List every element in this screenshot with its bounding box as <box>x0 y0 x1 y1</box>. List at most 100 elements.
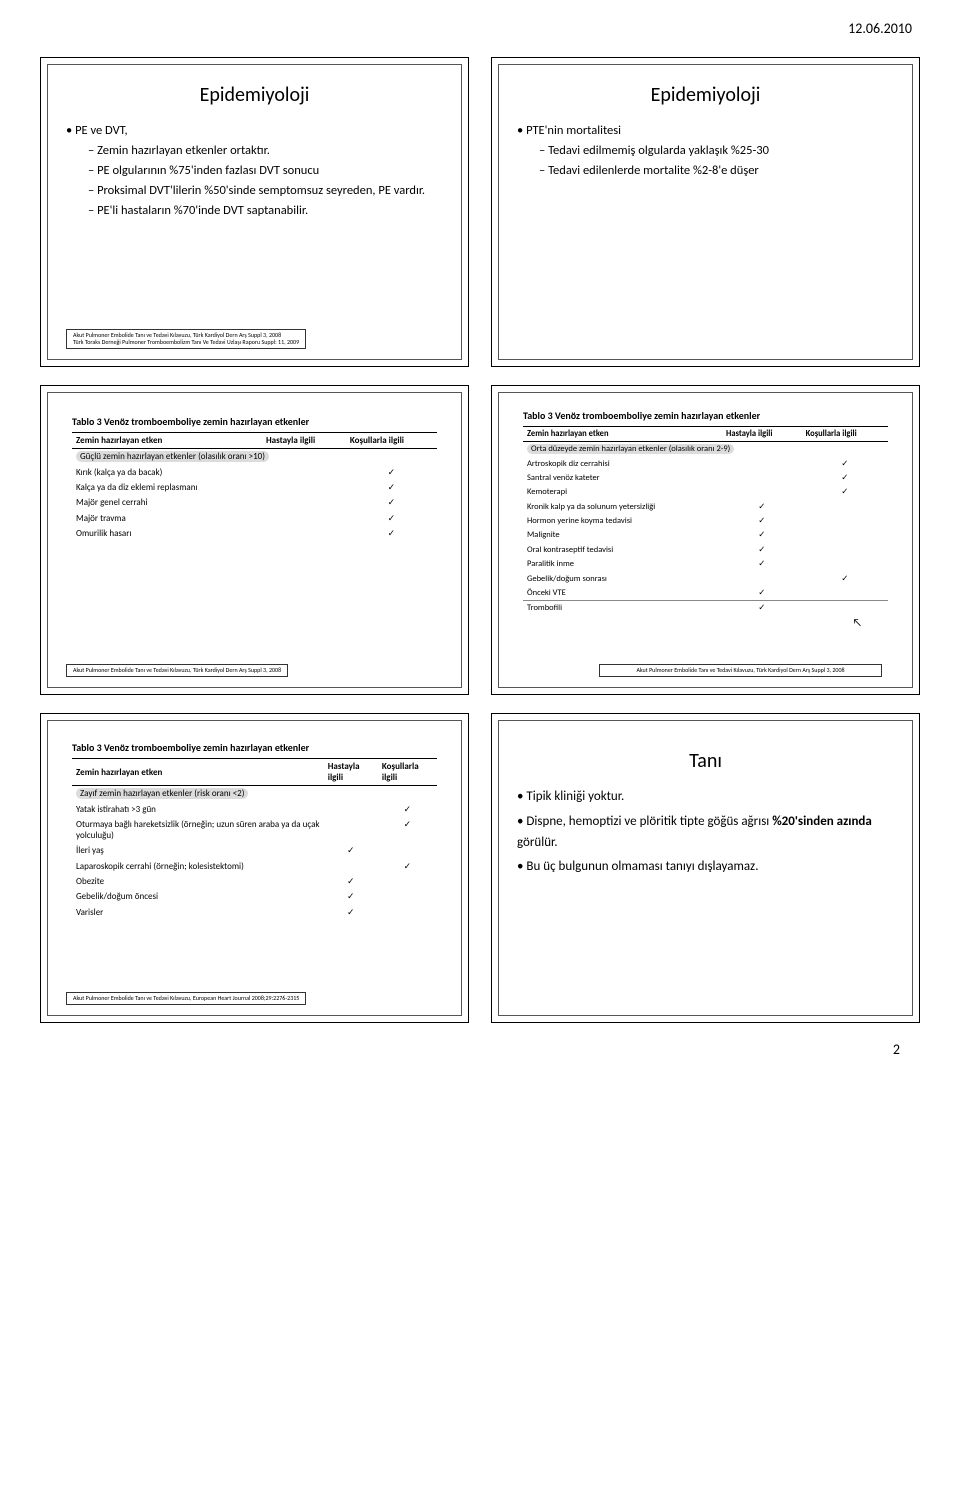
check-icon: ✓ <box>722 543 802 557</box>
col-header: Zemin hazırlayan etken <box>72 759 324 786</box>
sub-bullet: Zemin hazırlayan etkenler ortaktır. <box>66 141 449 161</box>
check-icon: ✓ <box>324 874 378 889</box>
check-icon: ✓ <box>324 905 378 920</box>
check-icon: ✓ <box>346 511 437 526</box>
group-row: Güçlü zemin hazırlayan etkenler (olasılı… <box>76 451 269 462</box>
bullet-list: PE ve DVT, Zemin hazırlayan etkenler ort… <box>60 121 449 221</box>
col-header: Hastayla ilgili <box>262 433 346 449</box>
group-row: Zayıf zemin hazırlayan etkenler (risk or… <box>76 788 248 799</box>
check-icon: ✓ <box>722 500 802 514</box>
table-cell: Laparoskopik cerrahi (örneğin; kolesiste… <box>72 859 324 874</box>
check-icon: ✓ <box>324 889 378 904</box>
cursor-icon: ↖ <box>852 616 862 629</box>
table-cell: Kalça ya da diz eklemi replasmanı <box>72 480 262 495</box>
table-cell: Oral kontraseptif tedavisi <box>523 543 722 557</box>
col-header: Koşullarla ilgili <box>346 433 437 449</box>
slide-title: Epidemiyoloji <box>60 83 449 107</box>
table-cell: Oturmaya bağlı hareketsizlik (örneğin; u… <box>72 817 324 843</box>
table-cell: Varisler <box>72 905 324 920</box>
slide-inner: Epidemiyoloji PTE'nin mortalitesi Tedavi… <box>498 64 913 360</box>
slide-diagnosis: Tanı Tipik kliniği yoktur. Dispne, hemop… <box>491 713 920 1023</box>
slide-title: Epidemiyoloji <box>511 83 900 107</box>
slide-title: Tanı <box>511 749 900 773</box>
citation-box: Akut Pulmoner Embolide Tanı ve Tedavi Kı… <box>66 992 306 1005</box>
check-icon: ✓ <box>722 528 802 542</box>
group-row: Orta düzeyde zemin hazırlayan etkenler (… <box>527 444 734 454</box>
table-cell: Kronik kalp ya da solunum yetersizliği <box>523 500 722 514</box>
table-cell: Omurilik hasarı <box>72 526 262 541</box>
check-icon: ✓ <box>722 601 802 616</box>
table-title: Tablo 3 Venöz tromboemboliye zemin hazır… <box>523 409 888 422</box>
bullet: Tipik kliniği yoktur. <box>517 787 900 808</box>
risk-factor-table: Zemin hazırlayan etken Hastayla ilgili K… <box>72 432 437 541</box>
slide-inner: Tablo 3 Venöz tromboemboliye zemin hazır… <box>47 720 462 1016</box>
risk-factor-table: Zemin hazırlayan etken Hastayla ilgili K… <box>523 426 888 616</box>
bullet: PE ve DVT, <box>66 121 449 141</box>
table-cell: Yatak istirahatı >3 gün <box>72 801 324 816</box>
table-cell: Gebelik/doğum sonrası <box>523 571 722 585</box>
table-cell: Majör genel cerrahi <box>72 495 262 510</box>
check-icon: ✓ <box>722 514 802 528</box>
bullet: Bu üç bulgunun olmaması tanıyı dışlayama… <box>517 857 900 878</box>
bullet-list: PTE'nin mortalitesi Tedavi edilmemiş olg… <box>511 121 900 181</box>
risk-factor-table: Zemin hazırlayan etken Hastayla ilgili K… <box>72 758 437 920</box>
check-icon: ✓ <box>324 843 378 858</box>
table-cell: Artroskopik diz cerrahisi <box>523 456 722 470</box>
check-icon: ✓ <box>378 859 437 874</box>
col-header: Zemin hazırlayan etken <box>523 427 722 442</box>
date-header: 12.06.2010 <box>40 20 920 37</box>
sub-bullet: Tedavi edilenlerde mortalite %2-8'e düşe… <box>517 161 900 181</box>
check-icon: ✓ <box>722 586 802 601</box>
citation-box: Akut Pulmoner Embolide Tanı ve Tedavi Kı… <box>599 664 882 677</box>
slide-table-weak: Tablo 3 Venöz tromboemboliye zemin hazır… <box>40 713 469 1023</box>
table-cell: Paralitik inme <box>523 557 722 571</box>
table-cell: Önceki VTE <box>523 586 722 601</box>
table-cell: Malignite <box>523 528 722 542</box>
slide-inner: Tanı Tipik kliniği yoktur. Dispne, hemop… <box>498 720 913 1016</box>
table-cell: Majör travma <box>72 511 262 526</box>
check-icon: ✓ <box>802 571 888 585</box>
bullet: Dispne, hemoptizi ve plöritik tipte göğü… <box>517 812 900 854</box>
check-icon: ✓ <box>378 817 437 843</box>
col-header: Zemin hazırlayan etken <box>72 433 262 449</box>
slide-epidemiology-2: Epidemiyoloji PTE'nin mortalitesi Tedavi… <box>491 57 920 367</box>
check-icon: ✓ <box>802 471 888 485</box>
check-icon: ✓ <box>346 480 437 495</box>
sub-bullet: Proksimal DVT'lilerin %50'sinde semptoms… <box>66 181 449 201</box>
table-cell: Kemoterapi <box>523 485 722 499</box>
sub-bullet: Tedavi edilmemiş olgularda yaklaşık %25-… <box>517 141 900 161</box>
check-icon: ✓ <box>378 801 437 816</box>
check-icon: ✓ <box>802 456 888 470</box>
table-cell: Santral venöz kateter <box>523 471 722 485</box>
bold-text: %20'sinden azında <box>772 814 872 829</box>
bullet-list: Tipik kliniği yoktur. Dispne, hemoptizi … <box>511 787 900 878</box>
table-cell: İleri yaş <box>72 843 324 858</box>
slide-table-strong: Tablo 3 Venöz tromboemboliye zemin hazır… <box>40 385 469 695</box>
slide-table-moderate: Tablo 3 Venöz tromboemboliye zemin hazır… <box>491 385 920 695</box>
slide-inner: Epidemiyoloji PE ve DVT, Zemin hazırlaya… <box>47 64 462 360</box>
citation-line: Türk Toraks Derneği Pulmoner Tromboembol… <box>73 339 299 346</box>
table-cell: Obezite <box>72 874 324 889</box>
col-header: Hastayla ilgili <box>324 759 378 786</box>
col-header: Koşullarla ilgili <box>378 759 437 786</box>
table-cell: Trombofili <box>523 601 722 616</box>
slide-inner: Tablo 3 Venöz tromboemboliye zemin hazır… <box>498 392 913 688</box>
slide-grid: Epidemiyoloji PE ve DVT, Zemin hazırlaya… <box>40 57 920 1023</box>
sub-bullet: PE olgularının %75'inden fazlası DVT son… <box>66 161 449 181</box>
table-title: Tablo 3 Venöz tromboemboliye zemin hazır… <box>72 741 437 754</box>
slide-inner: Tablo 3 Venöz tromboemboliye zemin hazır… <box>47 392 462 688</box>
sub-bullet: PE'li hastaların %70'inde DVT saptanabil… <box>66 201 449 221</box>
bullet: PTE'nin mortalitesi <box>517 121 900 141</box>
table-cell: Kırık (kalça ya da bacak) <box>72 464 262 479</box>
col-header: Hastayla ilgili <box>722 427 802 442</box>
col-header: Koşullarla ilgili <box>802 427 888 442</box>
check-icon: ✓ <box>802 485 888 499</box>
check-icon: ✓ <box>722 557 802 571</box>
check-icon: ✓ <box>346 526 437 541</box>
table-cell: Hormon yerine koyma tedavisi <box>523 514 722 528</box>
slide-epidemiology-1: Epidemiyoloji PE ve DVT, Zemin hazırlaya… <box>40 57 469 367</box>
page-number: 2 <box>40 1041 920 1058</box>
check-icon: ✓ <box>346 464 437 479</box>
table-cell: Gebelik/doğum öncesi <box>72 889 324 904</box>
check-icon: ✓ <box>346 495 437 510</box>
